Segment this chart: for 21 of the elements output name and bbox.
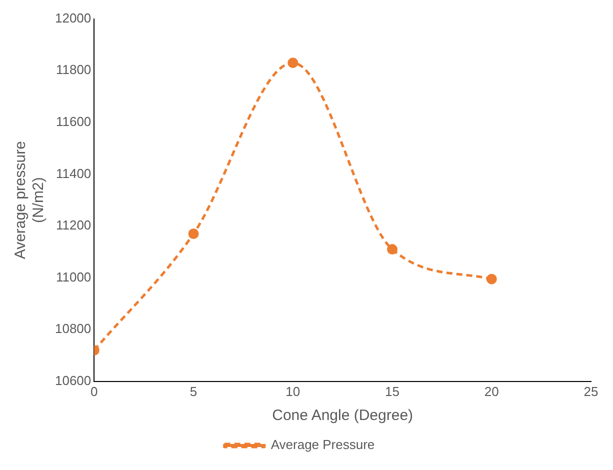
x-tick-label: 10: [286, 384, 300, 399]
legend-label: Average Pressure: [270, 437, 375, 452]
point: [188, 228, 199, 240]
x-tick-label: 25: [584, 384, 598, 399]
y-tick-label: 11400: [56, 166, 92, 181]
point: [486, 274, 497, 284]
y-tick-label: 11800: [56, 62, 92, 78]
y-tick-label: 10800: [54, 321, 92, 336]
y-tick-label: 11600: [56, 114, 92, 129]
point: [387, 244, 398, 255]
x-tick-label: 5: [190, 384, 198, 399]
point: [288, 58, 298, 68]
x-tick-label: 15: [385, 384, 400, 399]
y-tick-label: 12000: [54, 10, 92, 26]
x-axis-title: Cone Angle (Degree): [272, 407, 414, 424]
y-tick-label: 11200: [56, 218, 92, 233]
y-axis-title: Average pressure (N/m2): [12, 141, 48, 260]
y-tick-label: 10600: [54, 372, 92, 388]
x-tick-label: 20: [484, 384, 499, 399]
y-tick-label: 11000: [56, 269, 92, 284]
x-tick-label: 0: [90, 384, 98, 399]
